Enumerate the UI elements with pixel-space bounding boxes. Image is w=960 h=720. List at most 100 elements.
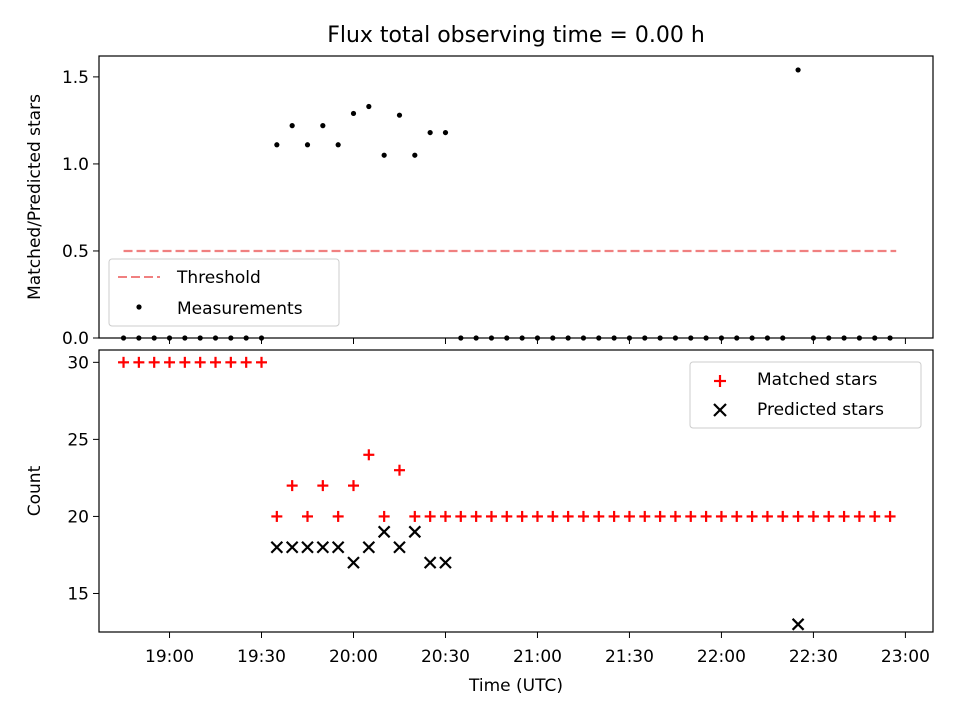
bottom-legend-box xyxy=(689,361,922,429)
top-y-axis-label: Matched/Predicted stars xyxy=(25,94,45,300)
measurement-point xyxy=(396,112,403,118)
bottom-x-tick-label: 23:00 xyxy=(881,647,930,667)
bottom-panel: 15 20 25 30 19:00 19:30 20:00 20:30 21:00 21:30 2… xyxy=(25,349,934,696)
measurement-point xyxy=(320,123,326,129)
matched-stars-point xyxy=(194,356,206,368)
matched-stars-point xyxy=(715,510,727,522)
top-y-tick-label: 1.5 xyxy=(62,68,89,88)
top-legend: Threshold Measurements xyxy=(108,258,340,327)
matched-stars-point xyxy=(332,510,344,522)
bottom-x-tick-label: 21:30 xyxy=(605,647,654,667)
matched-stars-point xyxy=(378,510,390,522)
measurement-point xyxy=(304,142,311,148)
matched-stars-point xyxy=(639,510,651,522)
measurement-point xyxy=(366,103,372,110)
legend-threshold-label: Threshold xyxy=(176,268,261,288)
matched-stars-point xyxy=(516,510,528,522)
matched-stars-point xyxy=(210,356,222,368)
predicted-stars-point xyxy=(301,540,314,554)
matched-stars-point xyxy=(148,356,160,368)
predicted-stars-point xyxy=(347,556,360,569)
top-legend-box xyxy=(108,258,340,327)
measurement-point xyxy=(274,142,280,148)
matched-stars-point xyxy=(347,480,359,492)
legend-measurements-label: Measurements xyxy=(177,299,303,319)
predicted-stars-point xyxy=(377,525,391,539)
legend-matched-swatch xyxy=(714,375,726,387)
matched-stars-point xyxy=(562,510,574,522)
matched-stars-point xyxy=(731,510,743,522)
matched-stars-point xyxy=(485,510,497,522)
bottom-x-tick-label: 21:00 xyxy=(513,647,562,667)
top-y-tick-label: 0.0 xyxy=(62,329,89,349)
matched-stars-point xyxy=(884,510,896,522)
measurement-point xyxy=(427,129,433,136)
predicted-stars-point xyxy=(393,540,406,554)
matched-stars-point xyxy=(761,510,773,522)
bottom-y-axis-label: Count xyxy=(25,465,45,516)
matched-stars-point xyxy=(271,510,283,522)
bottom-y-tick-label: 15 xyxy=(67,584,89,604)
matched-stars-point xyxy=(225,356,237,368)
matched-stars-point xyxy=(593,510,605,522)
top-axes-frame xyxy=(98,55,934,339)
bottom-y-tick-label: 20 xyxy=(67,507,89,527)
matched-stars-point xyxy=(608,510,620,522)
matched-stars-point xyxy=(577,510,589,522)
matched-stars-point xyxy=(439,510,451,522)
predicted-stars-point xyxy=(362,540,376,554)
predicted-stars-point xyxy=(331,540,345,554)
matched-stars-point xyxy=(853,510,865,522)
legend-measurements-swatch xyxy=(136,304,142,310)
figure-title: Flux total observing time = 0.00 h xyxy=(327,23,705,48)
top-y-tick-label: 0.5 xyxy=(62,242,89,262)
matched-stars-point xyxy=(777,510,789,522)
matched-stars-point xyxy=(240,356,252,368)
matched-stars-point xyxy=(838,510,850,522)
matched-stars-point xyxy=(409,510,421,522)
matched-stars-point xyxy=(669,510,681,522)
matched-stars-point xyxy=(792,510,804,522)
legend-predicted-label: Predicted stars xyxy=(757,400,884,420)
measurement-point xyxy=(412,152,418,158)
matched-stars-point xyxy=(685,510,697,522)
bottom-x-tick-label: 20:30 xyxy=(421,647,470,667)
bottom-y-tick-label: 25 xyxy=(67,430,89,450)
bottom-x-tick-label: 22:30 xyxy=(789,647,838,667)
matched-stars-point xyxy=(807,510,819,522)
measurement-point xyxy=(335,142,341,148)
bottom-x-tick-label: 19:30 xyxy=(237,647,286,667)
measurement-point xyxy=(442,129,449,136)
matched-stars-point xyxy=(654,510,666,522)
matched-stars-point xyxy=(118,356,130,368)
matched-stars-point xyxy=(623,510,635,522)
measurement-point xyxy=(381,152,387,158)
predicted-stars-point xyxy=(316,540,330,554)
top-panel: 0.0 0.5 1.0 1.5 Matched/Predicted stars Thr… xyxy=(25,55,934,349)
matched-stars-point xyxy=(302,510,313,522)
measurement-point xyxy=(795,67,801,73)
matched-stars-point xyxy=(455,510,467,522)
bottom-x-tick-label: 19:00 xyxy=(145,647,194,667)
predicted-stars-point xyxy=(791,618,805,631)
matched-stars-point xyxy=(700,510,712,522)
matched-stars-point xyxy=(424,510,436,522)
matched-stars-point xyxy=(133,356,145,368)
matched-stars-point xyxy=(179,356,191,368)
bottom-legend: Matched stars Predicted stars xyxy=(689,361,922,429)
matched-stars-point xyxy=(363,449,375,461)
matched-stars-point xyxy=(286,480,298,492)
matched-stars-point xyxy=(531,510,543,522)
matched-stars-point xyxy=(547,510,559,522)
matched-stars-point xyxy=(746,510,758,522)
legend-matched-label: Matched stars xyxy=(757,370,877,390)
bottom-x-tick-label: 22:00 xyxy=(697,647,746,667)
bottom-axes-frame xyxy=(98,349,934,633)
predicted-stars-point xyxy=(270,540,284,554)
matched-stars-point xyxy=(823,510,835,522)
predicted-stars-point xyxy=(285,540,299,554)
matched-stars-point xyxy=(501,510,513,522)
measurement-point xyxy=(289,123,295,129)
predicted-stars-point xyxy=(423,556,437,569)
